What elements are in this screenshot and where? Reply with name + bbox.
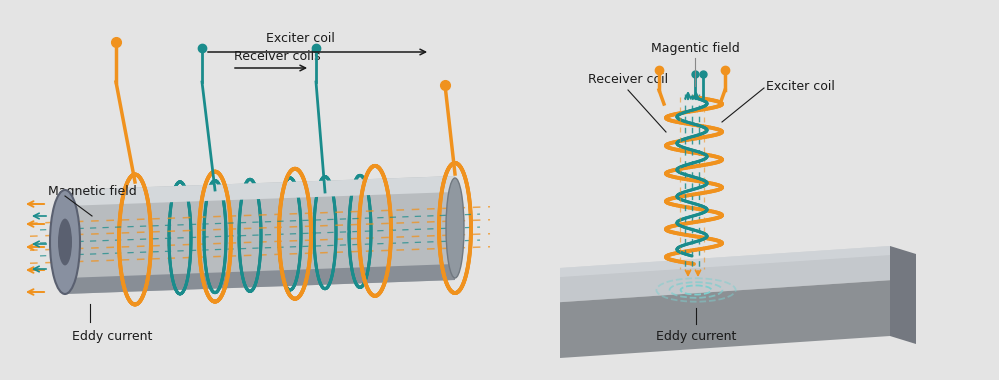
Ellipse shape bbox=[58, 218, 72, 265]
Polygon shape bbox=[65, 176, 455, 294]
Polygon shape bbox=[560, 280, 890, 358]
Text: Magentic field: Magentic field bbox=[650, 42, 739, 55]
Polygon shape bbox=[65, 264, 455, 294]
Text: Exciter coil: Exciter coil bbox=[266, 32, 335, 45]
Polygon shape bbox=[65, 176, 455, 206]
Polygon shape bbox=[560, 246, 890, 277]
Polygon shape bbox=[560, 246, 890, 302]
Text: Receiver coil: Receiver coil bbox=[588, 73, 668, 86]
Text: Eddy current: Eddy current bbox=[655, 330, 736, 343]
Text: Receiver coils: Receiver coils bbox=[234, 50, 321, 63]
Polygon shape bbox=[890, 246, 916, 344]
Ellipse shape bbox=[446, 178, 464, 278]
Ellipse shape bbox=[50, 190, 80, 294]
Text: Magnetic field: Magnetic field bbox=[48, 185, 137, 198]
Text: Exciter coil: Exciter coil bbox=[766, 79, 835, 92]
Text: Eddy current: Eddy current bbox=[72, 330, 153, 343]
